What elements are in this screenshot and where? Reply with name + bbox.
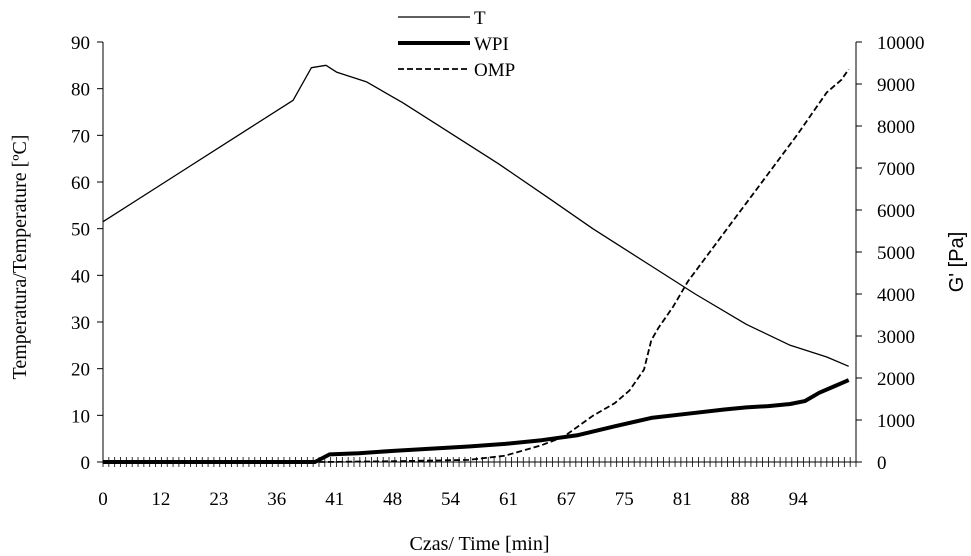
y-left-tick-label: 80 — [71, 80, 90, 101]
ticks-group: 0 10 20 30 40 50 60 70 80 90 0 1000 2000 3000 4000 5000… — [71, 33, 925, 510]
y-left-tick-label: 40 — [71, 266, 90, 287]
x-tick-label: 36 — [267, 489, 286, 510]
legend-label-wpi: WPI — [474, 34, 509, 55]
legend: T WPI OMP — [398, 8, 515, 81]
y-right-tick-label: 7000 — [877, 159, 915, 180]
y-right-tick-label: 4000 — [877, 285, 915, 306]
x-axis-title: Czas/ Time [min] — [409, 533, 549, 555]
y-right-tick-label: 5000 — [877, 243, 915, 264]
y-left-tick-label: 70 — [71, 126, 90, 147]
y-left-tick-label: 10 — [71, 406, 90, 427]
x-tick-label: 48 — [383, 489, 402, 510]
x-tick-label: 81 — [673, 489, 692, 510]
series-line-wpi — [103, 378, 850, 464]
axes-group — [102, 42, 857, 463]
legend-label-omp: OMP — [474, 60, 515, 81]
y-right-tick-label: 0 — [877, 453, 887, 474]
x-tick-label: 67 — [557, 489, 576, 510]
x-tick-label: 12 — [151, 489, 170, 510]
y-right-tick-label: 1000 — [877, 411, 915, 432]
y-left-tick-label: 0 — [81, 453, 91, 474]
y-right-tick-label: 3000 — [877, 327, 915, 348]
x-tick-label: 94 — [789, 489, 809, 510]
y-left-tick-label: 60 — [71, 173, 90, 194]
y-axis-right-title: G' [Pa] — [946, 232, 968, 293]
series-group — [102, 64, 850, 464]
series-line-omp — [103, 68, 850, 463]
y-left-tick-label: 20 — [71, 360, 90, 381]
x-tick-label: 75 — [615, 489, 634, 510]
x-tick-label: 23 — [209, 489, 228, 510]
y-right-tick-label: 8000 — [877, 117, 915, 138]
x-tick-label: 54 — [441, 489, 461, 510]
y-axis-left-title: Temperatura/Temperature [ºC] — [9, 135, 31, 380]
y-right-tick-label: 2000 — [877, 369, 915, 390]
x-tick-label: 88 — [731, 489, 750, 510]
x-tick-label: 61 — [499, 489, 518, 510]
y-left-tick-label: 30 — [71, 313, 90, 334]
y-right-tick-label: 9000 — [877, 75, 915, 96]
y-right-tick-label: 10000 — [877, 33, 925, 54]
x-tick-label: 0 — [98, 489, 108, 510]
y-right-tick-label: 6000 — [877, 201, 915, 222]
x-tick-label: 41 — [325, 489, 344, 510]
y-left-tick-label: 90 — [71, 33, 90, 54]
series-line-t — [102, 64, 849, 367]
y-left-tick-label: 50 — [71, 220, 90, 241]
legend-label-t: T — [474, 8, 486, 29]
